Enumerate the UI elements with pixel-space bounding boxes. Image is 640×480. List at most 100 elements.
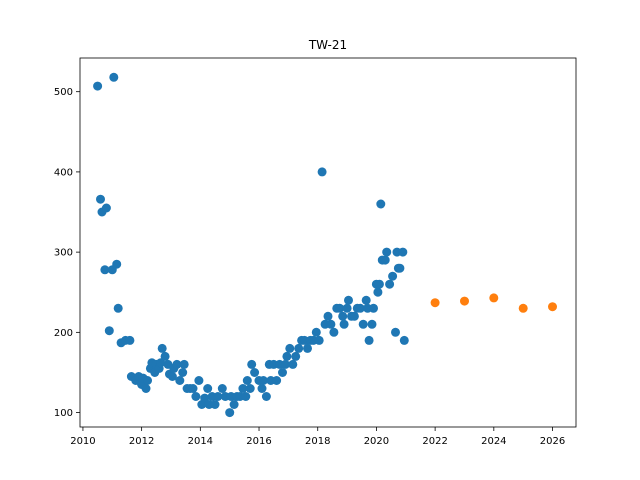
data-point (160, 351, 170, 361)
chart-title: TW-21 (308, 38, 347, 52)
data-point (245, 384, 255, 393)
data-point (323, 311, 333, 321)
data-point (317, 167, 327, 177)
data-point (291, 351, 301, 361)
data-point (194, 376, 204, 385)
data-point (303, 343, 312, 353)
data-point (191, 392, 201, 401)
data-point (143, 376, 152, 385)
data-point (398, 247, 408, 257)
x-tick-label: 2026 (540, 436, 565, 447)
x-tick-label: 2022 (422, 436, 447, 447)
x-tick-label: 2014 (188, 436, 213, 447)
x-tick-label: 2010 (70, 436, 95, 447)
data-point (361, 295, 371, 305)
data-point (104, 326, 114, 336)
data-point (213, 392, 223, 401)
data-point (101, 203, 111, 213)
data-point (229, 400, 239, 409)
data-point (288, 359, 298, 369)
data-point (548, 302, 557, 312)
data-point (335, 303, 345, 313)
data-point (460, 296, 469, 306)
data-point (294, 343, 304, 353)
data-point (278, 368, 287, 377)
data-point (380, 255, 390, 265)
data-points (93, 72, 557, 418)
data-point (355, 303, 365, 313)
data-point (179, 359, 189, 369)
data-point (430, 298, 440, 308)
data-point (282, 351, 292, 361)
data-point (489, 293, 499, 303)
data-point (210, 400, 220, 409)
data-point (349, 311, 359, 321)
data-point (376, 199, 386, 209)
data-point (518, 303, 528, 313)
data-point (367, 319, 377, 329)
data-point (250, 368, 260, 377)
data-point (369, 303, 378, 313)
data-point (395, 263, 405, 273)
data-point (358, 319, 368, 329)
data-point (93, 81, 103, 91)
data-point (203, 384, 213, 393)
data-point (238, 384, 248, 393)
x-tick-label: 2018 (305, 436, 330, 447)
data-point (385, 279, 395, 289)
data-point (247, 359, 257, 369)
data-point (272, 376, 282, 385)
x-tick-label: 2012 (129, 436, 154, 447)
data-point (339, 319, 349, 329)
data-point (141, 384, 151, 393)
data-point (391, 327, 400, 337)
data-point (109, 72, 119, 82)
data-point (280, 359, 290, 369)
data-point (261, 392, 271, 401)
data-point (112, 259, 122, 269)
data-point (344, 295, 353, 305)
data-point (342, 303, 352, 313)
data-point (388, 271, 398, 281)
data-point (399, 335, 409, 345)
data-point (258, 376, 268, 385)
y-tick-label: 100 (54, 408, 73, 419)
data-point (125, 335, 135, 345)
data-point (242, 376, 252, 385)
data-point (326, 319, 336, 329)
data-point (175, 376, 185, 385)
y-tick-label: 500 (54, 87, 73, 98)
data-point (172, 359, 182, 369)
data-point (100, 265, 110, 275)
x-tick-label: 2020 (364, 436, 389, 447)
plot-frame (79, 57, 577, 428)
axes: 2010 2012 2014 2016 2018 2020 2022 2024 2026 100 2… (54, 57, 577, 447)
data-point (241, 392, 251, 401)
data-point (382, 247, 392, 257)
data-point (188, 384, 198, 393)
y-tick-label: 400 (54, 167, 73, 178)
data-point (373, 287, 383, 297)
x-tick-label: 2024 (481, 436, 506, 447)
data-point (217, 384, 227, 393)
data-point (178, 368, 188, 377)
data-point (314, 335, 324, 345)
data-point (374, 279, 384, 289)
y-tick-label: 300 (54, 248, 73, 259)
data-point (167, 372, 177, 381)
data-point (338, 311, 348, 321)
data-point (200, 393, 210, 403)
x-tick-label: 2016 (246, 436, 271, 447)
data-point (157, 343, 167, 353)
data-point (329, 327, 339, 337)
data-point (113, 303, 123, 313)
data-point (225, 408, 235, 418)
data-point (156, 358, 166, 368)
data-point (257, 384, 267, 393)
data-point (285, 343, 295, 353)
data-point (96, 194, 105, 204)
data-point (311, 327, 321, 337)
y-tick-label: 200 (54, 328, 73, 339)
